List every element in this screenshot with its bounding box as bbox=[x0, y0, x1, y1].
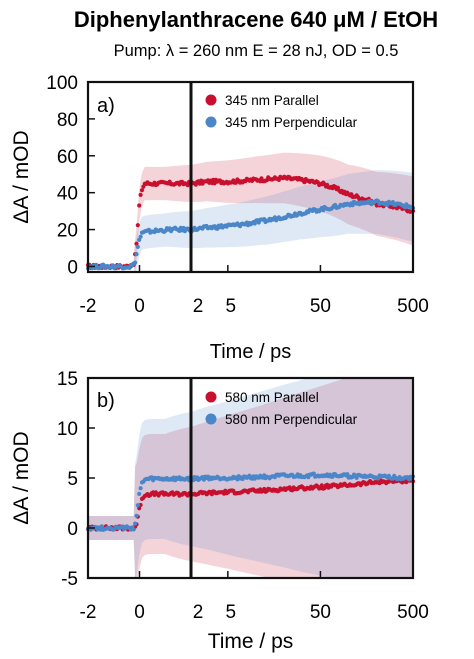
data-point bbox=[137, 491, 142, 496]
y-tick-label: 5 bbox=[67, 469, 78, 490]
legend-marker bbox=[205, 391, 217, 403]
legend-entry: 580 nm Parallel bbox=[225, 390, 319, 405]
y-tick-label: 15 bbox=[57, 369, 78, 390]
y-tick-label: 40 bbox=[57, 184, 78, 205]
x-tick-label: 5 bbox=[226, 602, 237, 623]
x-tick-label: 2 bbox=[193, 296, 204, 317]
y-tick-label: 0 bbox=[67, 257, 78, 278]
panel-label: a) bbox=[97, 95, 115, 117]
figure-title: Diphenylanthracene 640 μM / EtOH bbox=[74, 7, 438, 32]
data-point bbox=[138, 486, 143, 491]
x-tick-label: -2 bbox=[80, 296, 97, 317]
data-point bbox=[133, 260, 138, 265]
y-tick-label: 60 bbox=[57, 147, 78, 168]
data-point bbox=[131, 527, 136, 532]
legend: 345 nm Parallel 345 nm Perpendicular bbox=[205, 93, 358, 130]
legend-entry: 345 nm Parallel bbox=[225, 93, 319, 108]
x-tick-label: 0 bbox=[134, 296, 145, 317]
legend: 580 nm Parallel 580 nm Perpendicular bbox=[205, 390, 358, 427]
x-tick-label: -2 bbox=[80, 602, 97, 623]
legend-marker bbox=[205, 94, 217, 106]
x-tick-label: 50 bbox=[310, 602, 331, 623]
y-tick-label: 0 bbox=[67, 519, 78, 540]
x-tick-label: 5 bbox=[226, 296, 237, 317]
data-points bbox=[85, 174, 416, 271]
data-point bbox=[134, 252, 139, 257]
x-tick-label: 2 bbox=[193, 602, 204, 623]
x-tick-labels: -2 0 2 5 50 500 bbox=[80, 296, 429, 317]
y-tick-label: 10 bbox=[57, 419, 78, 440]
y-tick-label: 20 bbox=[57, 221, 78, 242]
legend-marker bbox=[205, 413, 217, 425]
y-axis-label: ΔA / mOD bbox=[10, 130, 33, 223]
error-band bbox=[88, 170, 413, 272]
data-point bbox=[139, 188, 145, 193]
data-point bbox=[138, 192, 143, 197]
y-tick-labels: 0 20 40 60 80 100 bbox=[46, 73, 78, 278]
data-point bbox=[319, 483, 324, 488]
data-point bbox=[138, 234, 143, 239]
x-axis-label: Time / ps bbox=[210, 341, 292, 363]
figure-subtitle: Pump: λ = 260 nm E = 28 nJ, OD = 0.5 bbox=[114, 42, 399, 60]
data-point bbox=[137, 203, 142, 208]
x-tick-label: 500 bbox=[397, 296, 429, 317]
legend-entry: 580 nm Perpendicular bbox=[225, 412, 358, 427]
data-point bbox=[135, 223, 140, 228]
x-tick-label: 500 bbox=[397, 602, 429, 623]
tick-marks bbox=[87, 81, 414, 272]
data-point bbox=[134, 241, 139, 246]
y-tick-labels: -5 0 5 10 15 bbox=[57, 369, 78, 590]
x-axis-label: Time / ps bbox=[208, 630, 294, 653]
data-point bbox=[345, 472, 350, 477]
x-tick-labels: -2 0 2 5 50 500 bbox=[80, 602, 429, 623]
tick-marks bbox=[87, 377, 414, 579]
data-point bbox=[133, 521, 138, 526]
x-tick-label: 50 bbox=[310, 296, 331, 317]
legend-entry: 345 nm Perpendicular bbox=[225, 115, 358, 130]
x-tick-label: 0 bbox=[134, 602, 145, 623]
data-point bbox=[137, 237, 142, 242]
data-point bbox=[135, 503, 140, 508]
data-point bbox=[134, 513, 139, 518]
y-tick-label: 100 bbox=[46, 73, 78, 94]
panel-label: b) bbox=[97, 390, 115, 412]
plot-frame bbox=[86, 80, 415, 274]
data-point bbox=[94, 262, 99, 267]
data-point bbox=[135, 244, 140, 249]
y-axis-label: ΔA / mOD bbox=[10, 431, 33, 524]
y-tick-label: 80 bbox=[57, 110, 78, 131]
legend-marker bbox=[205, 116, 217, 128]
y-tick-label: -5 bbox=[61, 569, 78, 590]
